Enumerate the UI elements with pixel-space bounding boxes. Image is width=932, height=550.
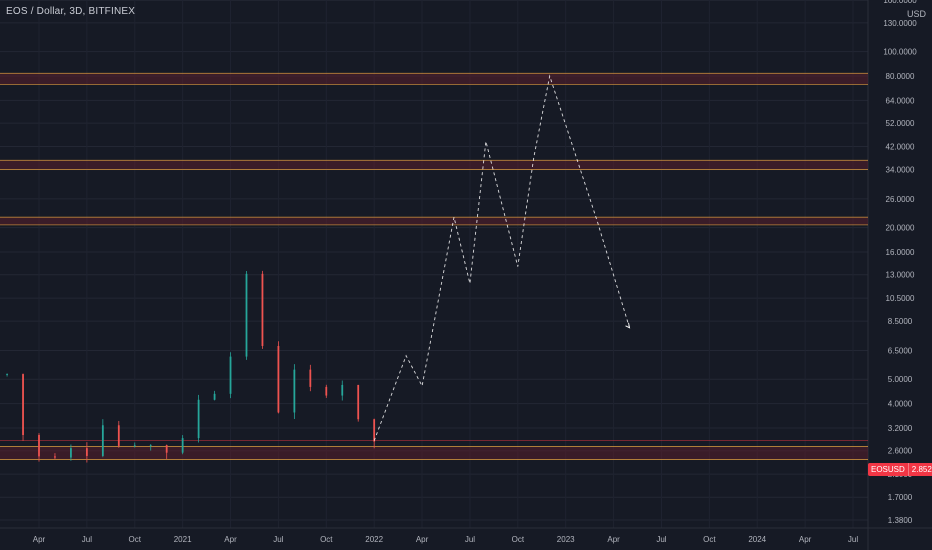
time-tick-label: Jul <box>848 535 858 544</box>
candle-body <box>165 445 168 453</box>
price-tick-label: 8.5000 <box>888 317 913 326</box>
candle-body <box>117 425 120 446</box>
price-tick-label: 13.0000 <box>886 271 915 280</box>
price-tick-label: 100.0000 <box>883 48 917 57</box>
candle-body <box>261 273 264 346</box>
time-tick-label: Jul <box>656 535 666 544</box>
time-tick-label: 2024 <box>748 535 766 544</box>
price-tick-label: 130.0000 <box>883 19 917 28</box>
candle-body <box>38 434 40 457</box>
candle-body <box>373 419 376 442</box>
time-tick-label: Apr <box>33 535 46 544</box>
candle-body <box>213 393 216 400</box>
price-tick-label: 52.0000 <box>886 119 915 128</box>
price-tick-label: 6.5000 <box>888 347 913 356</box>
candle-body <box>309 369 312 387</box>
resistance-zone <box>0 217 868 225</box>
current-price-value: 2.8525 <box>907 463 932 476</box>
price-tick-label: 26.0000 <box>886 195 915 204</box>
candle-body <box>229 356 232 394</box>
time-tick-label: 2021 <box>174 535 192 544</box>
time-tick-label: Jul <box>273 535 283 544</box>
candle-body <box>101 425 104 456</box>
candle-body <box>181 438 184 453</box>
price-tick-label: 10.5000 <box>886 294 915 303</box>
time-tick-label: 2023 <box>557 535 575 544</box>
price-tick-label: 3.2000 <box>888 424 913 433</box>
price-tick-label: 1.3800 <box>888 516 913 525</box>
price-tick-label: 34.0000 <box>886 166 915 175</box>
candle-body <box>197 399 200 439</box>
time-tick-label: Apr <box>607 535 620 544</box>
resistance-zone <box>0 73 868 85</box>
current-price-symbol: EOSUSD <box>868 463 908 476</box>
candle-body <box>70 448 72 458</box>
time-tick-label: Apr <box>416 535 429 544</box>
candle-body <box>54 456 56 458</box>
price-tick-label: 16.0000 <box>886 248 915 257</box>
price-tick-label: 160.0000 <box>883 0 917 5</box>
candle-body <box>149 445 152 446</box>
candle-body <box>341 384 344 396</box>
candle-body <box>357 384 360 420</box>
time-tick-label: Apr <box>799 535 812 544</box>
time-tick-label: Jul <box>82 535 92 544</box>
chart-header-title: EOS / Dollar, 3D, BITFINEX <box>6 6 136 17</box>
price-tick-label: 2.6000 <box>888 447 913 456</box>
candle-body <box>293 369 296 413</box>
price-tick-label: 80.0000 <box>886 72 915 81</box>
time-tick-label: Oct <box>512 535 525 544</box>
time-tick-label: Oct <box>320 535 333 544</box>
candle-body <box>325 386 328 396</box>
price-tick-label: 5.0000 <box>888 375 913 384</box>
candle-body <box>133 445 136 447</box>
time-tick-label: Oct <box>703 535 716 544</box>
support-zone <box>0 446 868 460</box>
price-tick-label: 20.0000 <box>886 224 915 233</box>
price-tick-label: 1.7000 <box>888 493 913 502</box>
time-tick-label: Apr <box>224 535 237 544</box>
projection-arrowhead <box>625 322 631 329</box>
candle-body <box>245 273 248 357</box>
time-tick-label: Jul <box>465 535 475 544</box>
price-axis-unit: USD <box>906 9 926 19</box>
price-tick-label: 64.0000 <box>886 96 915 105</box>
price-tick-label: 4.0000 <box>888 400 913 409</box>
time-tick-label: Oct <box>129 535 142 544</box>
price-tick-label: 42.0000 <box>886 142 915 151</box>
candle-body <box>6 374 8 375</box>
time-tick-label: 2022 <box>365 535 383 544</box>
candle-body <box>22 374 24 435</box>
projection-path <box>373 74 630 441</box>
candle-body <box>85 448 88 456</box>
current-price-tag: EOSUSD 2.8525 <box>868 463 932 476</box>
candle-body <box>277 345 280 413</box>
resistance-zone <box>0 160 868 170</box>
